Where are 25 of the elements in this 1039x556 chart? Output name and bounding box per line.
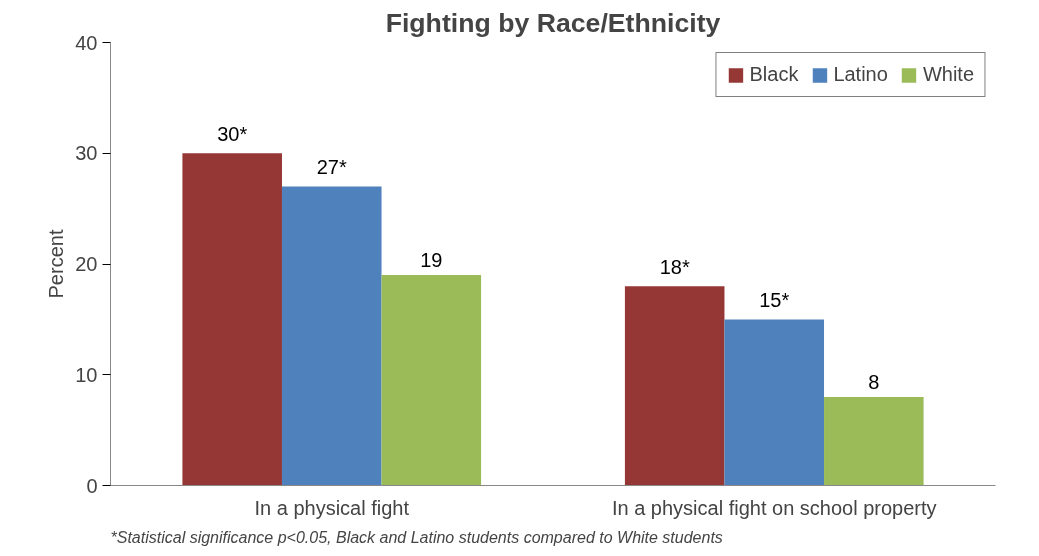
data-label: 18* <box>659 256 690 279</box>
legend-label: White <box>922 63 974 86</box>
data-label: 19 <box>420 249 443 272</box>
text: *Statistical significance p<0.05, Black and Latino students compared to White students <box>110 528 723 546</box>
chart-title: Fighting by Race/Ethnicity <box>385 7 721 38</box>
y-tick-label: 20 <box>75 253 98 275</box>
y-tick-label: 30 <box>75 142 98 165</box>
bar <box>824 396 924 486</box>
data-label: 8 <box>868 370 880 393</box>
y-tick-label: 40 <box>75 31 98 54</box>
bar <box>381 275 482 486</box>
bar <box>624 286 725 486</box>
data-label: 15* <box>759 289 790 312</box>
y-tick-label: 0 <box>86 474 98 497</box>
y-axis-title: Percent <box>45 229 68 299</box>
data-label: 30* <box>217 123 248 146</box>
bar <box>281 186 382 486</box>
data-label: 27* <box>316 156 347 179</box>
x-tick-label: In a physical fight <box>254 496 410 519</box>
legend-label: Black <box>749 63 799 86</box>
bar <box>724 319 825 486</box>
legend-label: Latino <box>833 63 888 86</box>
bar <box>182 153 282 486</box>
x-tick-label: In a physical fight on school property <box>611 496 937 519</box>
y-tick-label: 10 <box>75 363 98 386</box>
